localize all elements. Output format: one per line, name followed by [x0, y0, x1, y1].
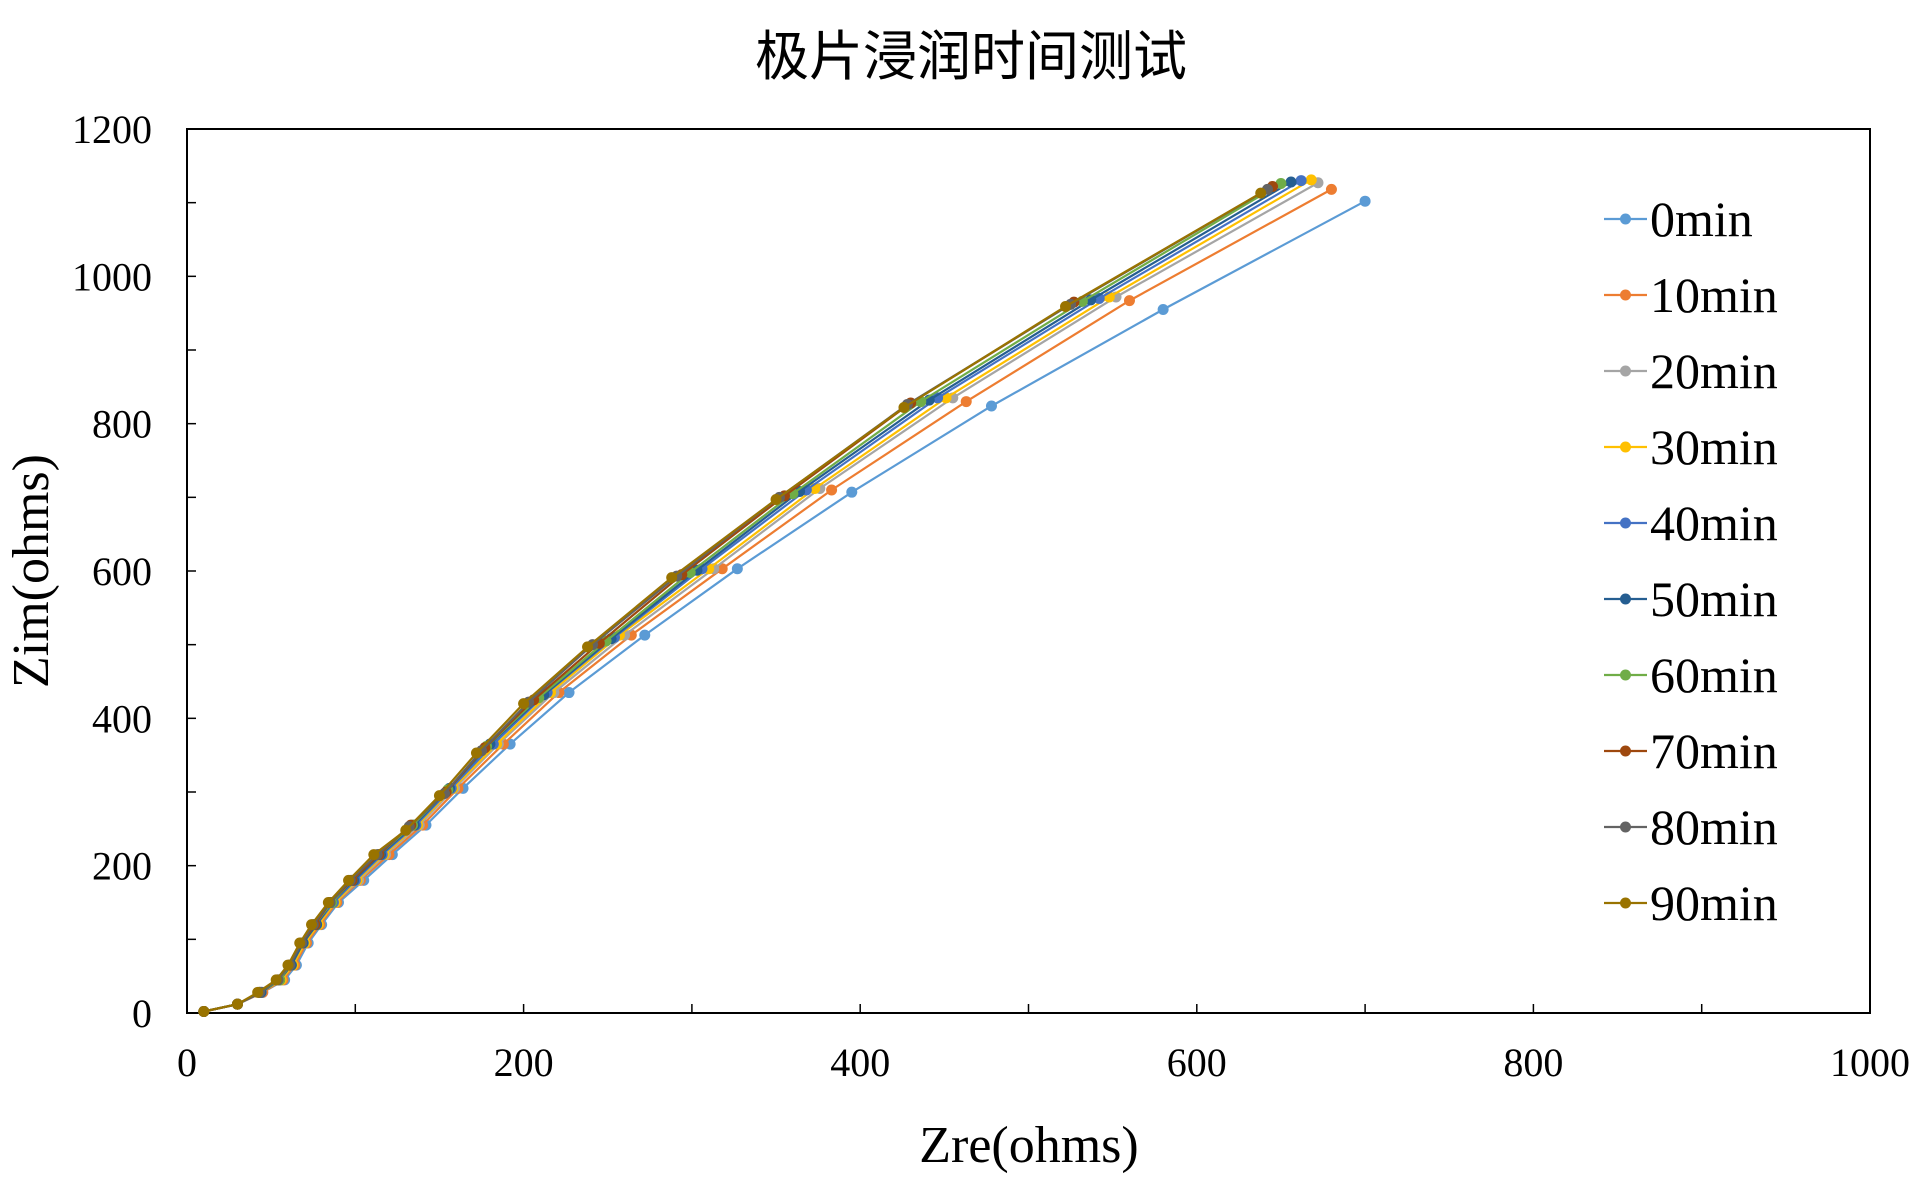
- legend-marker: [1620, 669, 1631, 681]
- legend-item: 80min: [1604, 799, 1778, 855]
- data-point: [716, 563, 728, 575]
- legend-marker: [1620, 593, 1631, 605]
- data-point: [932, 392, 944, 404]
- x-tick-label: 400: [830, 1040, 890, 1085]
- legend-marker: [1620, 745, 1631, 757]
- y-axis: 0 200 400 600 800 1000 1200: [72, 107, 196, 1036]
- data-point: [400, 824, 412, 836]
- data-point: [731, 563, 743, 575]
- data-point: [270, 974, 282, 986]
- legend: 0min 10min 20min 30min 40min 50min 60min 70min 8…: [1604, 191, 1778, 931]
- data-point: [1157, 303, 1169, 315]
- data-point: [470, 747, 482, 759]
- legend-marker: [1620, 213, 1631, 225]
- legend-label: 0min: [1650, 191, 1753, 247]
- data-point: [985, 400, 997, 412]
- data-point: [898, 401, 910, 413]
- legend-item: 60min: [1604, 647, 1778, 703]
- data-point: [639, 629, 651, 641]
- y-axis-title: Zim(ohms): [3, 454, 60, 688]
- series-layer: [198, 174, 1371, 1018]
- data-point: [1255, 187, 1267, 199]
- y-tick-label: 200: [92, 844, 152, 889]
- data-point: [582, 641, 594, 653]
- legend-item: 40min: [1604, 495, 1778, 551]
- x-axis-title: Zre(ohms): [919, 1117, 1138, 1174]
- data-point: [518, 698, 530, 710]
- legend-label: 20min: [1650, 343, 1778, 399]
- legend-label: 10min: [1650, 267, 1778, 323]
- legend-label: 50min: [1650, 571, 1778, 627]
- data-point: [1060, 301, 1072, 313]
- legend-marker: [1620, 365, 1631, 377]
- legend-item: 90min: [1604, 875, 1778, 931]
- data-point: [826, 484, 838, 496]
- x-tick-label: 800: [1503, 1040, 1563, 1085]
- legend-item: 10min: [1604, 267, 1778, 323]
- data-point: [198, 1006, 210, 1018]
- data-point: [960, 396, 972, 408]
- data-point: [846, 486, 858, 498]
- data-point: [1305, 174, 1317, 186]
- legend-marker: [1620, 289, 1631, 301]
- legend-item: 70min: [1604, 723, 1778, 779]
- data-point: [343, 874, 355, 886]
- data-point: [322, 897, 334, 908]
- data-point: [282, 959, 294, 971]
- y-tick-label: 800: [92, 402, 152, 447]
- y-tick-label: 0: [132, 991, 152, 1036]
- legend-label: 40min: [1650, 495, 1778, 551]
- legend-label: 30min: [1650, 419, 1778, 475]
- data-point: [368, 849, 380, 861]
- legend-item: 0min: [1604, 191, 1753, 247]
- legend-marker: [1620, 517, 1631, 529]
- data-point: [294, 937, 306, 949]
- x-axis: 0 200 400 600 800 1000: [177, 1004, 1910, 1085]
- series-90min: [198, 187, 1267, 1018]
- data-point: [1325, 183, 1337, 195]
- legend-item: 50min: [1604, 571, 1778, 627]
- x-tick-label: 0: [177, 1040, 197, 1085]
- legend-label: 90min: [1650, 875, 1778, 931]
- data-point: [563, 687, 575, 699]
- data-point: [1275, 178, 1287, 190]
- data-point: [770, 494, 782, 506]
- legend-label: 70min: [1650, 723, 1778, 779]
- data-point: [1285, 176, 1297, 188]
- legend-marker: [1620, 897, 1631, 909]
- legend-item: 20min: [1604, 343, 1778, 399]
- legend-marker: [1620, 441, 1631, 453]
- data-point: [1295, 175, 1307, 187]
- y-tick-label: 1200: [72, 107, 152, 152]
- data-point: [306, 919, 318, 931]
- y-tick-label: 1000: [72, 254, 152, 299]
- legend-label: 60min: [1650, 647, 1778, 703]
- data-point: [666, 572, 678, 584]
- data-point: [231, 998, 243, 1010]
- legend-item: 30min: [1604, 419, 1778, 475]
- y-tick-label: 600: [92, 549, 152, 594]
- data-point: [433, 790, 445, 802]
- legend-marker: [1620, 821, 1631, 833]
- x-tick-label: 600: [1167, 1040, 1227, 1085]
- chart-title: 极片浸润时间测试: [755, 25, 1187, 88]
- legend-label: 80min: [1650, 799, 1778, 855]
- data-point: [1359, 195, 1371, 207]
- x-tick-label: 200: [494, 1040, 554, 1085]
- data-point: [1123, 295, 1135, 307]
- x-tick-label: 1000: [1830, 1040, 1910, 1085]
- y-tick-label: 400: [92, 696, 152, 741]
- data-point: [252, 986, 264, 998]
